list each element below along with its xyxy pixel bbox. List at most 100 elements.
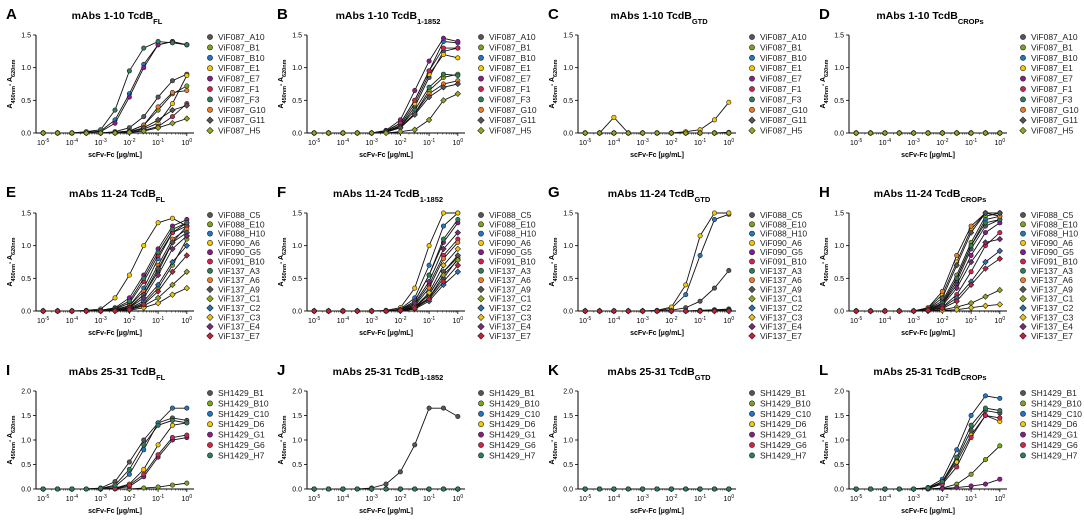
- data-point: [668, 486, 674, 492]
- data-point: [183, 284, 190, 292]
- data-point: [425, 296, 433, 303]
- legend-label: ViF087_A10: [760, 32, 807, 42]
- y-tick-label: 1.5: [834, 33, 844, 40]
- plot-area: [582, 210, 732, 315]
- x-tick-label: 10-2: [394, 316, 406, 325]
- x-tick-base: 10: [152, 140, 160, 147]
- legend-label: ViF137_C2: [760, 303, 803, 313]
- x-tick-base: 10: [724, 318, 732, 325]
- x-tick-exp: -5: [587, 316, 592, 322]
- legend-marker: [478, 390, 484, 396]
- y-tick-label: 0.0: [563, 131, 573, 138]
- data-point: [882, 486, 888, 492]
- legend-label: SH1429_D6: [489, 419, 536, 429]
- axes: 0.00.51.01.510-5 10-4 10-3 10-2 10-1 100scFv-…: [820, 211, 1007, 337]
- y-tick-label: 0.5: [21, 276, 31, 283]
- series-line-vif090_g5: [856, 222, 1001, 312]
- data-point: [184, 480, 190, 486]
- data-point: [368, 307, 375, 315]
- data-point: [982, 302, 989, 309]
- legend-label: ViF088_H10: [1031, 229, 1078, 239]
- data-point: [412, 97, 418, 103]
- x-tick-base: 10: [908, 140, 916, 147]
- data-point: [625, 486, 631, 492]
- y-label-sub2: 620nm: [824, 59, 830, 77]
- x-tick-base: 10: [337, 496, 345, 503]
- data-point: [141, 275, 147, 281]
- x-tick-base: 10: [366, 318, 374, 325]
- series-line-vif088_e10: [856, 212, 1000, 312]
- x-axis-label: scFv-Fc [µg/mL]: [901, 152, 955, 159]
- data-point: [711, 129, 718, 137]
- series-line-sh1429_b1: [856, 410, 1000, 490]
- y-label-sub1: 450nm: [824, 442, 830, 460]
- data-point: [169, 245, 176, 253]
- axes: 0.00.51.01.510-5 10-4 10-3 10-2 10-1 100scFv-…: [549, 33, 736, 159]
- legend: ViF088_C5ViF088_E10ViF088_H10ViF090_A6Vi…: [748, 210, 807, 341]
- legend-marker: [207, 249, 213, 256]
- legend-marker: [749, 221, 755, 228]
- x-tick-label: 10-1: [423, 316, 435, 325]
- x-tick-exp: -5: [587, 494, 592, 500]
- legend-marker: [478, 230, 484, 237]
- plot-area: [40, 39, 190, 137]
- data-point: [982, 239, 989, 246]
- data-point: [440, 71, 446, 77]
- legend-marker: [207, 390, 213, 396]
- x-tick-base: 10: [423, 496, 431, 503]
- x-tick-base: 10: [37, 496, 45, 503]
- y-tick-label: 1.5: [292, 413, 302, 420]
- x-tick-base: 10: [879, 496, 887, 503]
- x-tick-exp: -1: [702, 138, 707, 144]
- y-axis-label: A450nm- A620nm: [278, 237, 288, 286]
- x-tick-label: 10-2: [394, 138, 406, 147]
- data-point: [397, 307, 404, 314]
- x-tick-base: 10: [665, 318, 673, 325]
- legend-label: SH1429_H7: [489, 450, 536, 460]
- data-point: [155, 422, 161, 428]
- y-axis-label: A450nm- A620nm: [278, 415, 288, 464]
- legend-label: ViF137_C3: [218, 312, 261, 322]
- data-point: [440, 45, 446, 51]
- x-tick-base: 10: [66, 496, 74, 503]
- x-tick-base: 10: [182, 496, 190, 503]
- y-label-a: A: [278, 103, 285, 108]
- x-tick-exp: -3: [644, 316, 649, 322]
- legend-marker: [749, 240, 755, 246]
- panel-letter: E: [6, 184, 16, 201]
- x-tick-base: 10: [123, 318, 131, 325]
- legend-label: ViF087_G11: [760, 115, 807, 125]
- legend-marker: [1020, 54, 1026, 61]
- legend-label: ViF087_F1: [218, 84, 260, 94]
- x-tick-base: 10: [965, 496, 973, 503]
- plot-area: [582, 99, 732, 137]
- legend-marker: [207, 267, 213, 274]
- x-tick-exp: 0: [731, 316, 734, 322]
- legend-label: SH1429_G1: [760, 430, 807, 440]
- legend-label: ViF090_A6: [218, 238, 260, 248]
- data-point: [169, 422, 175, 428]
- x-tick-label: 100: [453, 138, 464, 147]
- data-point: [354, 307, 361, 315]
- data-point: [954, 464, 960, 470]
- data-point: [868, 486, 874, 492]
- legend-label: ViF087_H5: [760, 126, 803, 136]
- y-tick-label: 1.5: [834, 413, 844, 420]
- x-tick-base: 10: [423, 140, 431, 147]
- panel-letter: J: [277, 362, 285, 379]
- y-tick-label: 1.0: [563, 65, 573, 72]
- data-point: [184, 83, 190, 89]
- legend-marker: [206, 313, 214, 321]
- series-line-vif087_h5: [314, 93, 459, 134]
- legend-marker: [748, 322, 756, 331]
- data-point: [154, 124, 162, 131]
- x-tick-base: 10: [965, 140, 973, 147]
- data-point: [639, 307, 646, 315]
- y-tick-label: 0.5: [834, 98, 844, 105]
- data-point: [697, 252, 703, 258]
- x-tick-label: 10-5: [308, 316, 320, 325]
- y-label-sub2: 620nm: [11, 415, 17, 433]
- data-point: [996, 286, 1003, 294]
